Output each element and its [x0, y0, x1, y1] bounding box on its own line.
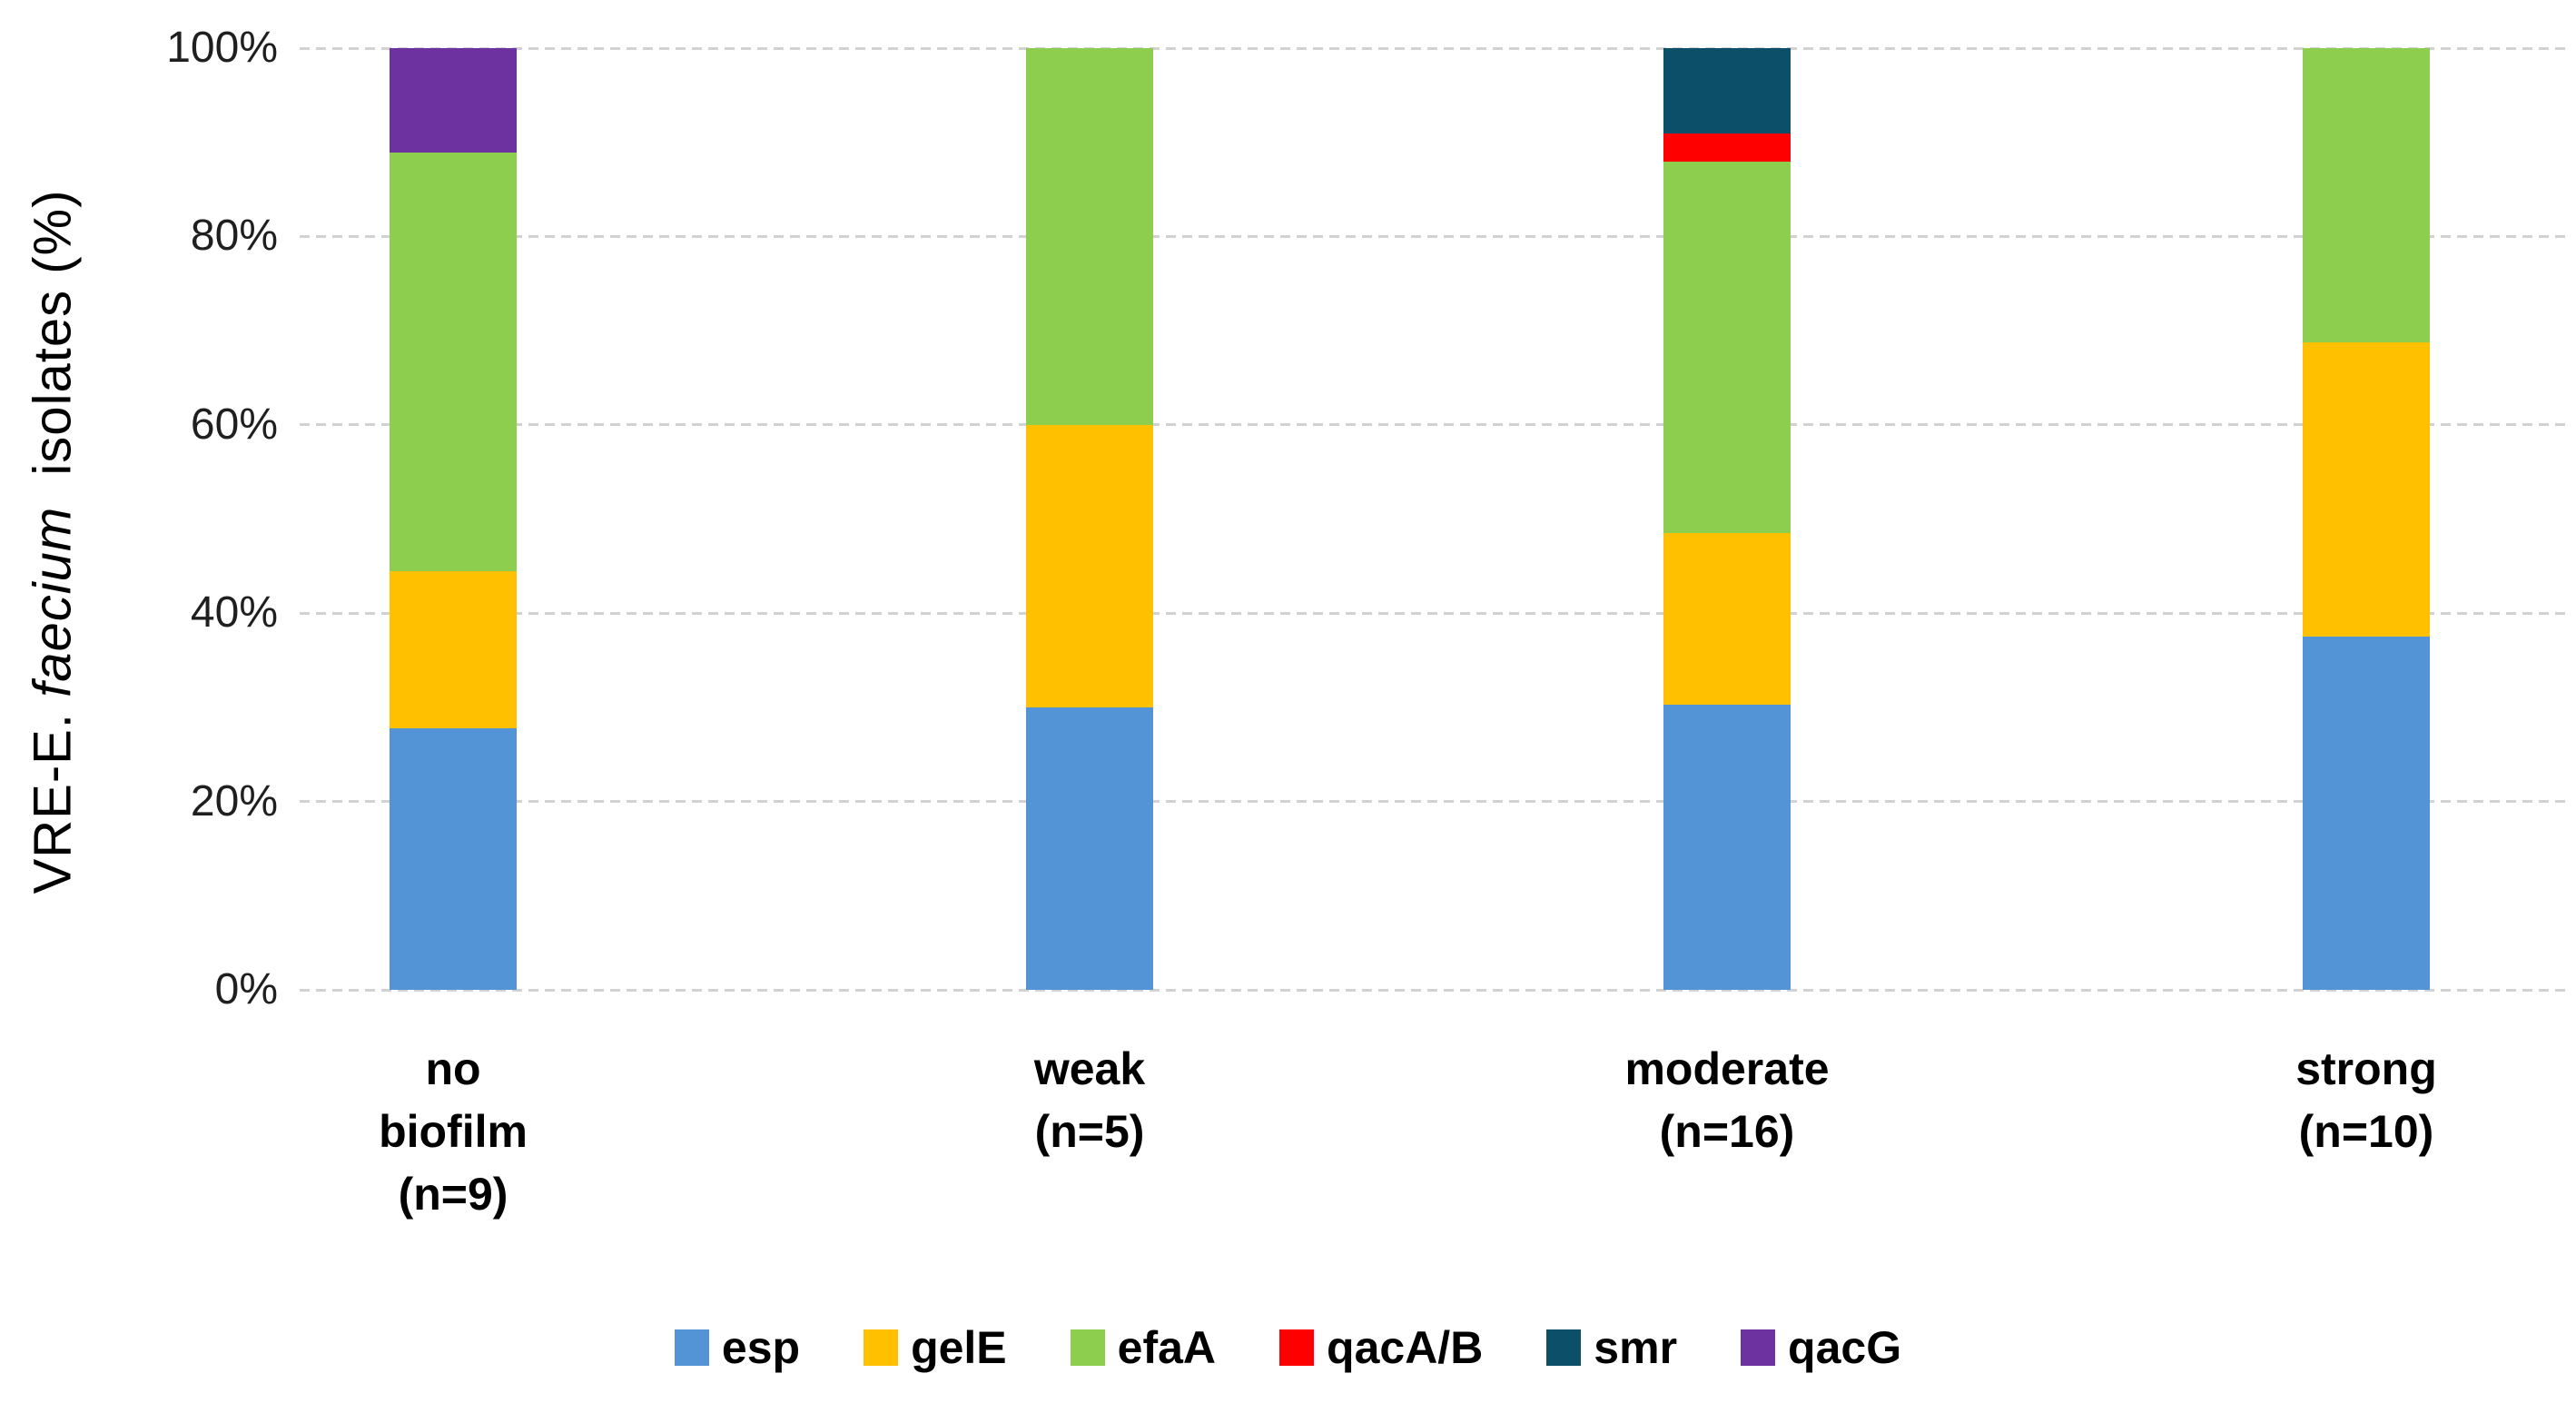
bar-segment-gelE-no-biofilm [390, 570, 517, 728]
bar-segment-qacG-no-biofilm [390, 48, 517, 153]
gridline-20% [300, 800, 2570, 804]
x-axis-label-line: (n=10) [2298, 1106, 2434, 1157]
x-axis-label-line: (n=9) [398, 1169, 508, 1220]
x-axis-label-line: weak [1033, 1043, 1146, 1094]
x-axis-label-line: (n=5) [1034, 1106, 1145, 1157]
legend-swatch-esp [674, 1329, 709, 1366]
x-axis-label-line: (n=16) [1659, 1106, 1795, 1157]
bar-segment-efaA-strong [2303, 48, 2430, 343]
legend-item-qacG: qacG [1741, 1321, 1901, 1374]
bar-segment-efaA-no-biofilm [390, 153, 517, 571]
gridline-100% [300, 46, 2570, 50]
bar-weak [1026, 48, 1153, 990]
gridline-60% [300, 423, 2570, 427]
bar-segment-smr-moderate [1663, 48, 1791, 134]
y-tick-label: 20% [190, 776, 278, 825]
y-tick-label: 0% [214, 965, 278, 1013]
gridline-0% [300, 988, 2570, 992]
bar-segment-esp-no-biofilm [390, 727, 517, 990]
y-tick-label: 100% [166, 24, 278, 72]
bar-moderate [1663, 48, 1791, 990]
y-tick-label: 40% [190, 588, 278, 637]
bar-segment-gelE-strong [2303, 342, 2430, 637]
legend-label-efaA: efaA [1117, 1322, 1217, 1373]
legend-item-qacA/B: qacA/B [1279, 1321, 1483, 1374]
x-axis-label-moderate: moderate (n=16) [1409, 1038, 2045, 1163]
x-axis-label-strong: strong (n=10) [2048, 1038, 2576, 1163]
legend-swatch-smr [1546, 1329, 1582, 1366]
legend-swatch-qacG [1741, 1329, 1776, 1366]
x-axis-label-line: biofilm [379, 1106, 528, 1157]
legend-label-esp: esp [721, 1322, 801, 1373]
legend: esp gelE efaA qacA/B smr qacG [0, 1321, 2576, 1374]
x-axis-label-no-biofilm: no biofilm (n=9) [135, 1038, 771, 1226]
bar-segment-efaA-weak [1026, 48, 1153, 425]
legend-swatch-gelE [864, 1329, 899, 1366]
bar-segment-efaA-moderate [1663, 162, 1791, 534]
bar-segment-esp-weak [1026, 707, 1153, 990]
bar-segment-esp-strong [2303, 637, 2430, 990]
gridline-80% [300, 234, 2570, 238]
bar-segment-qacA/B-moderate [1663, 133, 1791, 163]
x-axis-label-weak: weak (n=5) [772, 1038, 1407, 1163]
y-tick-label: 80% [190, 212, 278, 261]
legend-item-smr: smr [1546, 1321, 1677, 1374]
legend-item-gelE: gelE [864, 1321, 1007, 1374]
legend-label-qacA/B: qacA/B [1327, 1322, 1484, 1373]
legend-label-gelE: gelE [911, 1322, 1007, 1373]
bar-segment-gelE-weak [1026, 424, 1153, 707]
legend-item-efaA: efaA [1070, 1321, 1217, 1374]
y-tick-label: 60% [190, 400, 278, 449]
legend-label-qacG: qacG [1788, 1322, 1902, 1373]
legend-item-esp: esp [674, 1321, 801, 1374]
bar-segment-esp-moderate [1663, 704, 1791, 990]
x-axis-label-line: strong [2295, 1043, 2437, 1094]
x-axis-label-line: no [425, 1043, 481, 1094]
bar-no-biofilm [390, 48, 517, 990]
x-axis-label-line: moderate [1624, 1043, 1830, 1094]
gridline-40% [300, 611, 2570, 615]
bar-strong [2303, 48, 2430, 990]
legend-label-smr: smr [1594, 1322, 1678, 1373]
legend-swatch-efaA [1070, 1329, 1105, 1366]
bar-segment-gelE-moderate [1663, 533, 1791, 705]
legend-swatch-qacA/B [1279, 1329, 1315, 1366]
